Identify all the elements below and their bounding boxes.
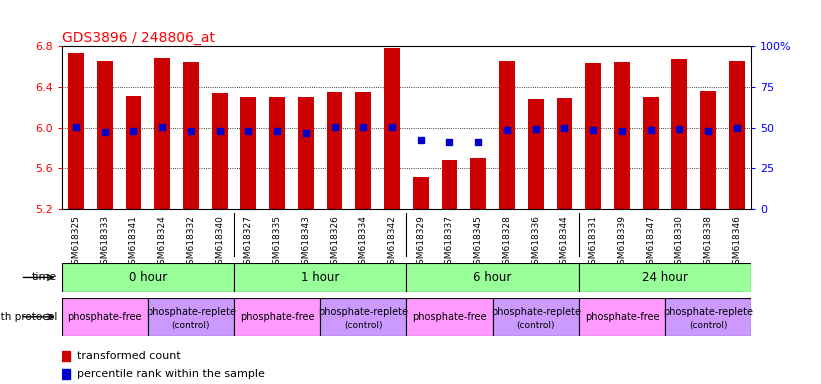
Text: 24 hour: 24 hour (642, 271, 688, 284)
Bar (234, 298, 320, 336)
Text: GSM618347: GSM618347 (646, 215, 655, 270)
Bar (148, 298, 234, 336)
Bar (212, 93, 227, 209)
Bar (68, 53, 84, 209)
Text: 0 hour: 0 hour (129, 271, 167, 284)
Text: GSM618343: GSM618343 (301, 215, 310, 270)
Text: GSM618332: GSM618332 (186, 215, 195, 270)
Text: growth protocol: growth protocol (0, 312, 57, 322)
Bar (62, 263, 234, 292)
Bar (614, 63, 630, 209)
Text: (control): (control) (516, 321, 555, 330)
Bar (585, 63, 601, 209)
Bar (234, 263, 406, 292)
Bar (97, 61, 112, 209)
Text: GSM618331: GSM618331 (589, 215, 598, 270)
Text: phosphate-replete: phosphate-replete (146, 307, 236, 317)
Bar (528, 99, 544, 209)
Text: time: time (32, 272, 57, 283)
Text: GSM618344: GSM618344 (560, 215, 569, 270)
Bar (665, 298, 751, 336)
Bar (241, 97, 256, 209)
Bar (499, 61, 515, 209)
Text: GSM618342: GSM618342 (388, 215, 397, 270)
Text: GSM618334: GSM618334 (359, 215, 368, 270)
Text: GSM618341: GSM618341 (129, 215, 138, 270)
Bar (672, 60, 687, 209)
Bar (579, 263, 751, 292)
Text: phosphate-replete: phosphate-replete (319, 307, 408, 317)
Text: GSM618336: GSM618336 (531, 215, 540, 270)
Text: GSM618345: GSM618345 (474, 215, 483, 270)
Bar (643, 97, 658, 209)
Bar (183, 63, 199, 209)
Text: 1 hour: 1 hour (301, 271, 339, 284)
Text: GSM618333: GSM618333 (100, 215, 109, 270)
Bar (384, 48, 400, 209)
Bar (320, 298, 406, 336)
Bar (269, 97, 285, 209)
Text: GSM618339: GSM618339 (617, 215, 626, 270)
Text: percentile rank within the sample: percentile rank within the sample (77, 369, 265, 379)
Text: phosphate-replete: phosphate-replete (491, 307, 580, 317)
Text: GSM618346: GSM618346 (732, 215, 741, 270)
Text: phosphate-free: phosphate-free (585, 312, 659, 322)
Text: phosphate-replete: phosphate-replete (663, 307, 753, 317)
Text: GSM618335: GSM618335 (273, 215, 282, 270)
Text: GSM618326: GSM618326 (330, 215, 339, 270)
Bar (413, 177, 429, 209)
Text: GSM618324: GSM618324 (158, 215, 167, 270)
Text: GSM618337: GSM618337 (445, 215, 454, 270)
Bar (355, 92, 371, 209)
Text: GSM618329: GSM618329 (416, 215, 425, 270)
Text: transformed count: transformed count (77, 351, 181, 361)
Text: GSM618327: GSM618327 (244, 215, 253, 270)
Text: GSM618330: GSM618330 (675, 215, 684, 270)
Bar (729, 61, 745, 209)
Text: phosphate-free: phosphate-free (67, 312, 142, 322)
Text: GSM618325: GSM618325 (71, 215, 80, 270)
Text: phosphate-free: phosphate-free (240, 312, 314, 322)
Bar (154, 58, 170, 209)
Bar (700, 91, 716, 209)
Text: (control): (control) (689, 321, 727, 330)
Text: (control): (control) (344, 321, 383, 330)
Bar (557, 98, 572, 209)
Text: GSM618328: GSM618328 (502, 215, 511, 270)
Bar (298, 97, 314, 209)
Text: (control): (control) (172, 321, 210, 330)
Text: 6 hour: 6 hour (474, 271, 511, 284)
Bar (406, 298, 493, 336)
Text: phosphate-free: phosphate-free (412, 312, 487, 322)
Bar (327, 92, 342, 209)
Bar (62, 298, 148, 336)
Bar (579, 298, 665, 336)
Bar (406, 263, 579, 292)
Bar (470, 158, 486, 209)
Bar (442, 161, 457, 209)
Bar (126, 96, 141, 209)
Bar (493, 298, 579, 336)
Text: GDS3896 / 248806_at: GDS3896 / 248806_at (62, 31, 214, 45)
Text: GSM618340: GSM618340 (215, 215, 224, 270)
Text: GSM618338: GSM618338 (704, 215, 713, 270)
